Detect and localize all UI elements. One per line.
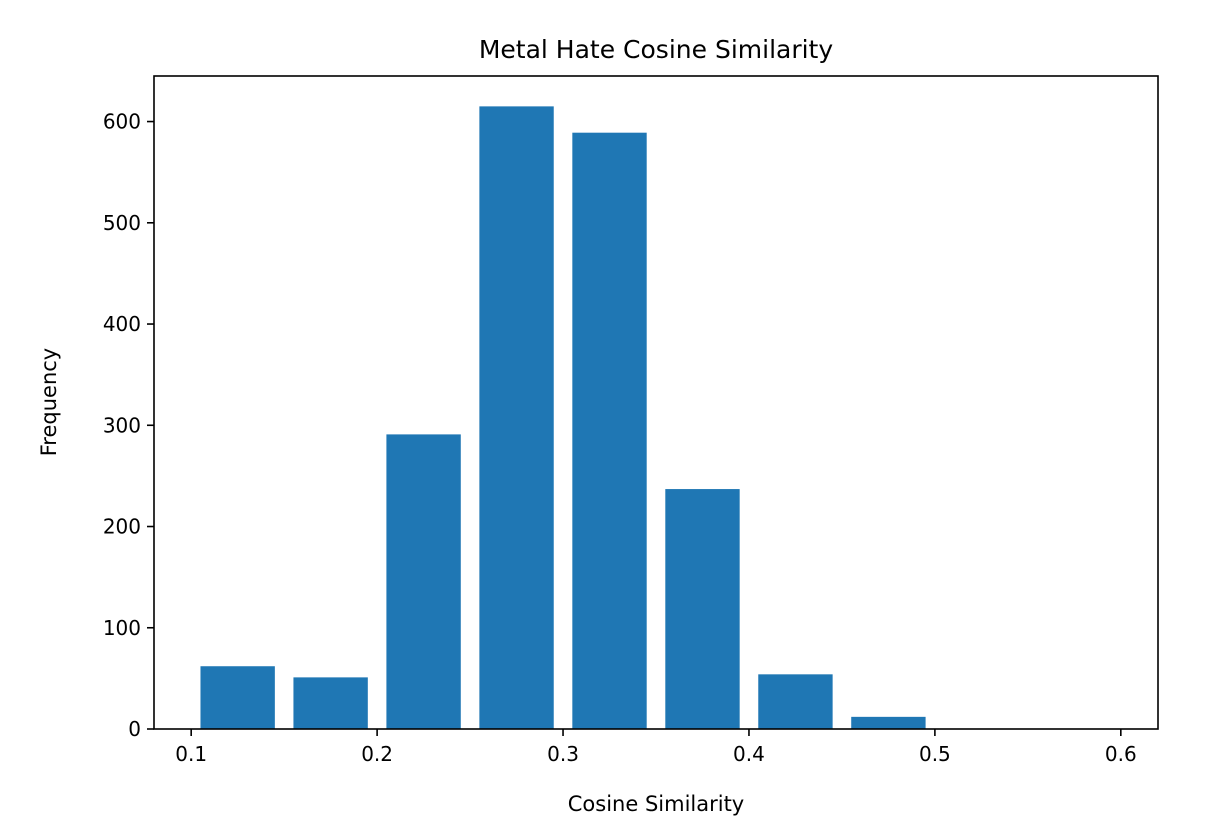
- x-axis-ticks: 0.1 0.2 0.3 0.4 0.5 0.6: [175, 729, 1137, 766]
- y-tick-label: 0: [128, 717, 141, 741]
- y-axis-label: Frequency: [37, 348, 61, 457]
- bars-group: [200, 106, 926, 730]
- histogram-bar: [572, 132, 647, 729]
- histogram-bar: [665, 489, 740, 729]
- chart-title: Metal Hate Cosine Similarity: [479, 35, 834, 64]
- y-tick-label: 200: [103, 515, 141, 539]
- histogram-bar: [479, 106, 554, 730]
- x-tick-label: 0.6: [1105, 742, 1137, 766]
- x-axis-label: Cosine Similarity: [568, 792, 744, 816]
- y-tick-label: 400: [103, 312, 141, 336]
- y-tick-label: 100: [103, 616, 141, 640]
- x-tick-label: 0.1: [175, 742, 207, 766]
- x-tick-label: 0.2: [361, 742, 393, 766]
- y-axis-ticks: 0 100 200 300 400 500 600: [103, 110, 154, 741]
- y-tick-label: 300: [103, 413, 141, 437]
- x-tick-label: 0.4: [733, 742, 765, 766]
- histogram-bar: [200, 666, 275, 729]
- histogram-bar: [758, 674, 833, 729]
- histogram-bar: [851, 716, 926, 729]
- histogram-bar: [386, 434, 461, 729]
- y-tick-label: 600: [103, 110, 141, 134]
- x-tick-label: 0.3: [547, 742, 579, 766]
- histogram-bar: [293, 677, 368, 729]
- x-tick-label: 0.5: [919, 742, 951, 766]
- y-tick-label: 500: [103, 211, 141, 235]
- plot-frame: [153, 75, 1159, 730]
